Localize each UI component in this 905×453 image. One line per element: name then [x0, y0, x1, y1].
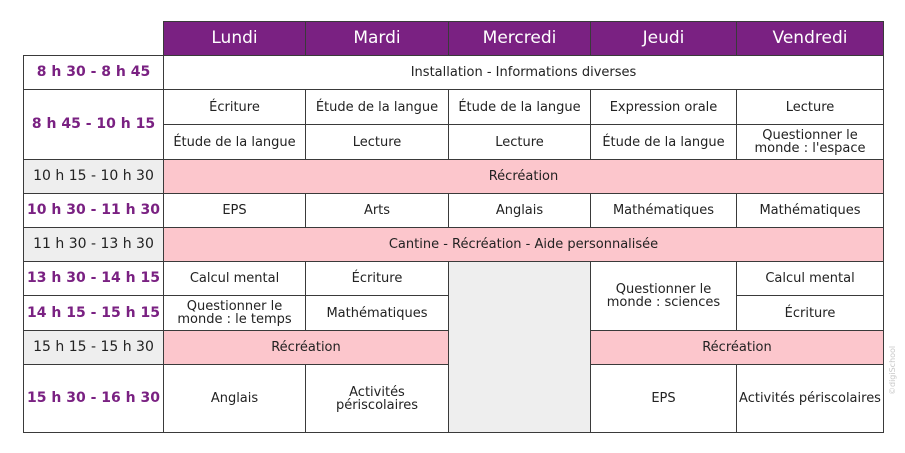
- activity-cell: Écriture: [163, 89, 306, 125]
- activity-cell: Étude de la langue: [305, 89, 449, 125]
- weekly-schedule: Lundi Mardi Mercredi Jeudi Vendredi 8 h …: [23, 21, 884, 433]
- activity-cell: Lecture: [305, 124, 449, 160]
- day-header-lundi: Lundi: [163, 21, 306, 56]
- activity-cell: Lecture: [736, 89, 884, 125]
- break-cell: Récréation: [590, 330, 884, 365]
- time-slot: 10 h 30 - 11 h 30: [23, 193, 164, 228]
- activity-cell: EPS: [163, 193, 306, 228]
- activity-cell: Écriture: [736, 295, 884, 331]
- activity-cell: Calcul mental: [163, 261, 306, 296]
- day-header-vendredi: Vendredi: [736, 21, 884, 56]
- time-slot: 14 h 15 - 15 h 15: [23, 295, 164, 331]
- activity-cell: Installation - Informations diverses: [163, 55, 884, 90]
- time-slot: 13 h 30 - 14 h 15: [23, 261, 164, 296]
- day-header-mercredi: Mercredi: [448, 21, 591, 56]
- time-slot: 10 h 15 - 10 h 30: [23, 159, 164, 194]
- activity-cell: Étude de la langue: [590, 124, 737, 160]
- break-cell: Récréation: [163, 330, 449, 365]
- activity-cell: EPS: [590, 364, 737, 433]
- activity-cell: Mathématiques: [736, 193, 884, 228]
- break-cell: Cantine - Récréation - Aide personnalisé…: [163, 227, 884, 262]
- activity-cell: Questionner le monde : sciences: [590, 261, 737, 331]
- watermark: ©digiSchool: [888, 345, 897, 395]
- time-slot: 15 h 15 - 15 h 30: [23, 330, 164, 365]
- activity-cell: Anglais: [163, 364, 306, 433]
- activity-cell: Étude de la langue: [163, 124, 306, 160]
- activity-cell: Mathématiques: [305, 295, 449, 331]
- break-cell: Récréation: [163, 159, 884, 194]
- activity-cell: Calcul mental: [736, 261, 884, 296]
- day-header-mardi: Mardi: [305, 21, 449, 56]
- activity-cell: Questionner le monde : l'espace: [736, 124, 884, 160]
- day-header-jeudi: Jeudi: [590, 21, 737, 56]
- wednesday-afternoon-off: [448, 261, 591, 433]
- activity-cell: Questionner le monde : le temps: [163, 295, 306, 331]
- activity-cell: Mathématiques: [590, 193, 737, 228]
- time-slot: 11 h 30 - 13 h 30: [23, 227, 164, 262]
- activity-cell: Anglais: [448, 193, 591, 228]
- activity-cell: Arts: [305, 193, 449, 228]
- time-slot: 8 h 30 - 8 h 45: [23, 55, 164, 90]
- activity-cell: Lecture: [448, 124, 591, 160]
- time-slot: 15 h 30 - 16 h 30: [23, 364, 164, 433]
- activity-cell: Expression orale: [590, 89, 737, 125]
- corner-cell: [23, 21, 164, 56]
- activity-cell: Activités périscolaires: [736, 364, 884, 433]
- activity-cell: Écriture: [305, 261, 449, 296]
- activity-cell: Activités périscolaires: [305, 364, 449, 433]
- activity-cell: Étude de la langue: [448, 89, 591, 125]
- time-slot: 8 h 45 - 10 h 15: [23, 89, 164, 160]
